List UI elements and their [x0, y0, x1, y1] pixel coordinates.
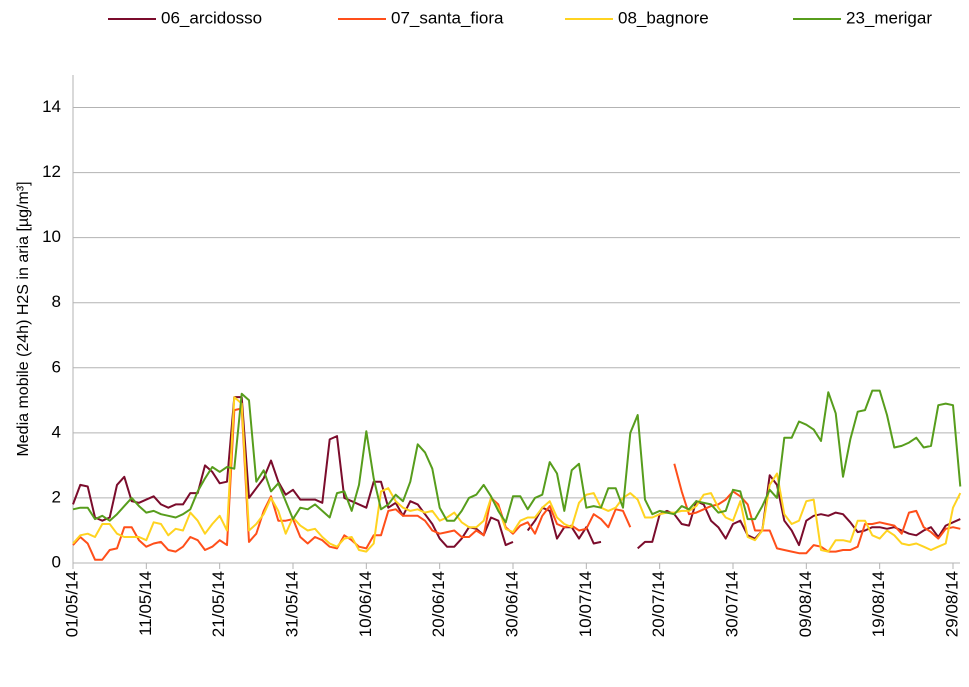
series-line: [72, 407, 961, 561]
x-tick-label: 29/08/14: [942, 571, 961, 637]
legend-label: 23_merigar: [846, 8, 932, 27]
x-tick-label: 10/06/14: [356, 571, 375, 637]
series-line: [72, 396, 962, 553]
legend-label: 08_bagnore: [618, 8, 709, 27]
y-tick-label: 6: [52, 357, 61, 376]
x-tick-label: 20/06/14: [429, 571, 448, 637]
x-tick-label: 10/07/14: [576, 571, 595, 637]
y-axis-label: Media mobile (24h) H2S in aria [µg/m³]: [15, 181, 32, 456]
x-tick-label: 30/06/14: [502, 571, 521, 637]
y-tick-label: 0: [52, 552, 61, 571]
series-line: [72, 389, 962, 524]
x-tick-label: 09/08/14: [796, 571, 815, 637]
legend-label: 07_santa_fiora: [391, 8, 504, 27]
x-tick-label: 11/05/14: [136, 571, 155, 636]
x-tick-label: 19/08/14: [869, 571, 888, 637]
y-tick-label: 8: [52, 292, 61, 311]
y-tick-label: 10: [42, 227, 61, 246]
y-tick-label: 4: [52, 422, 61, 441]
y-tick-label: 12: [42, 162, 61, 181]
x-tick-label: 30/07/14: [722, 571, 741, 637]
y-tick-label: 14: [42, 97, 61, 116]
x-tick-label: 21/05/14: [209, 571, 228, 637]
x-tick-label: 01/05/14: [62, 571, 81, 637]
legend-label: 06_arcidosso: [161, 8, 262, 27]
x-tick-label: 20/07/14: [649, 571, 668, 637]
y-tick-label: 2: [52, 487, 61, 506]
x-tick-label: 31/05/14: [282, 571, 301, 637]
